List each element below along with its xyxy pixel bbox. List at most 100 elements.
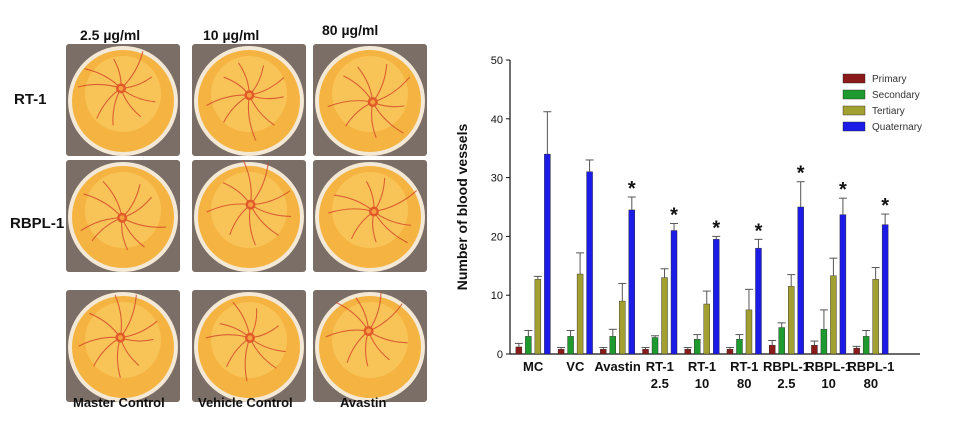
egg-photo-rt1-10 <box>192 44 306 156</box>
egg-photo-master-control <box>66 290 180 402</box>
y-tick-label: 20 <box>491 231 503 243</box>
significance-star: * <box>881 195 889 217</box>
legend: Primary Secondary Tertiary Quaternary <box>842 73 922 133</box>
bar-tertiary <box>787 286 795 355</box>
x-tick-label: RT-1 <box>646 359 674 374</box>
x-tick-label: Avastin <box>594 359 641 374</box>
egg-photo-rbpl1-10 <box>192 160 306 272</box>
bar-primary <box>811 344 818 355</box>
bar-primary <box>642 349 649 355</box>
column-label-80: 80 µg/ml <box>322 22 379 38</box>
bar-tertiary <box>661 277 668 355</box>
egg-illustration <box>315 292 425 402</box>
x-tick-label: 80 <box>737 376 751 391</box>
egg-photo-rbpl1-80 <box>313 160 427 272</box>
egg-photo-rt1-80 <box>313 44 427 156</box>
egg-illustration <box>194 160 304 272</box>
bar-tertiary <box>619 300 626 355</box>
x-tick-label: RBPL-1 <box>847 359 894 374</box>
x-tick-label: 2.5 <box>777 376 795 391</box>
bar-secondary <box>567 336 574 355</box>
egg-illustration <box>194 46 304 156</box>
significance-star: * <box>712 217 720 239</box>
bar-quaternary <box>670 230 678 355</box>
legend-swatch <box>842 73 866 84</box>
bar-quaternary <box>586 171 593 355</box>
x-tick-label: VC <box>566 359 585 374</box>
bar-tertiary <box>872 279 879 355</box>
bar-primary <box>515 346 523 355</box>
bar-primary <box>557 349 565 355</box>
egg-illustration <box>315 46 425 156</box>
x-tick-label: MC <box>523 359 544 374</box>
row-label-rt1: RT-1 <box>14 91 47 108</box>
bar-quaternary <box>839 214 847 355</box>
x-tick-label: RT-1 <box>688 359 716 374</box>
legend-label: Tertiary <box>872 106 905 117</box>
significance-star: * <box>755 220 763 242</box>
bar-secondary <box>651 337 659 355</box>
bar-quaternary <box>713 239 720 355</box>
bottom-label-avastin: Avastin <box>340 395 387 410</box>
legend-label: Primary <box>872 74 906 85</box>
legend-swatch <box>842 105 866 116</box>
x-tick-label: 10 <box>695 376 709 391</box>
bar-secondary <box>820 329 828 355</box>
bar-quaternary <box>797 206 804 355</box>
y-tick-label: 0 <box>497 349 503 361</box>
egg-photo-rt1-2-5 <box>66 44 180 156</box>
significance-star: * <box>839 179 847 201</box>
bar-primary <box>768 344 776 355</box>
bar-tertiary <box>745 309 753 355</box>
bar-tertiary <box>576 273 584 355</box>
x-tick-label: 2.5 <box>651 376 669 391</box>
chart-svg: 0 10 20 30 40 50 Number of blood vessels MC VC Av… <box>454 55 922 391</box>
bar-secondary <box>736 339 743 355</box>
bar-primary <box>600 349 607 355</box>
y-tick-label: 50 <box>491 55 503 67</box>
y-tick-label: 10 <box>491 290 503 302</box>
bar-quaternary <box>628 209 636 355</box>
egg-photo-rbpl1-2-5 <box>66 160 180 272</box>
bar-primary <box>684 349 691 355</box>
egg-photo-panel: 2.5 µg/ml 10 µg/ml 80 µg/ml RT-1 RBPL-1 … <box>0 0 445 446</box>
bottom-label-master-control: Master Control <box>73 395 165 410</box>
y-axis-label: Number of blood vessels <box>454 124 470 291</box>
significance-star: * <box>670 204 678 226</box>
legend-swatch <box>842 89 866 100</box>
egg-illustration <box>194 292 304 402</box>
bar-quaternary <box>544 153 551 355</box>
row-label-rbpl1: RBPL-1 <box>10 215 65 232</box>
egg-photo-avastin <box>313 290 427 402</box>
egg-illustration <box>68 292 178 402</box>
bar-primary <box>726 349 734 355</box>
egg-photo-vehicle-control <box>192 290 306 402</box>
x-tick-label: RBPL-1 <box>805 359 852 374</box>
bottom-label-vehicle-control: Vehicle Control <box>198 395 293 410</box>
bar-tertiary <box>703 303 710 355</box>
significance-star: * <box>797 163 805 185</box>
column-label-2-5: 2.5 µg/ml <box>80 27 141 43</box>
bar-primary <box>853 347 860 355</box>
bar-quaternary <box>881 224 889 355</box>
x-tick-label: 10 <box>821 376 835 391</box>
legend-swatch <box>842 121 866 132</box>
bar-tertiary <box>830 275 837 355</box>
blood-vessel-chart: 0 10 20 30 40 50 Number of blood vessels MC VC Av… <box>445 0 955 446</box>
egg-illustration <box>68 46 178 156</box>
bar-tertiary <box>534 279 542 355</box>
significance-star: * <box>628 178 636 200</box>
x-tick-label: 80 <box>864 376 878 391</box>
bar-quaternary <box>755 247 762 355</box>
y-tick-label: 30 <box>491 173 503 185</box>
column-label-10: 10 µg/ml <box>203 27 260 43</box>
legend-label: Secondary <box>872 90 920 101</box>
x-tick-label: RT-1 <box>730 359 758 374</box>
bar-secondary <box>609 336 617 355</box>
bar-secondary <box>694 339 701 355</box>
x-tick-label: RBPL-1 <box>763 359 810 374</box>
bar-secondary <box>778 327 785 355</box>
egg-illustration <box>68 162 178 272</box>
legend-label: Quaternary <box>872 122 922 133</box>
y-tick-label: 40 <box>491 114 503 126</box>
